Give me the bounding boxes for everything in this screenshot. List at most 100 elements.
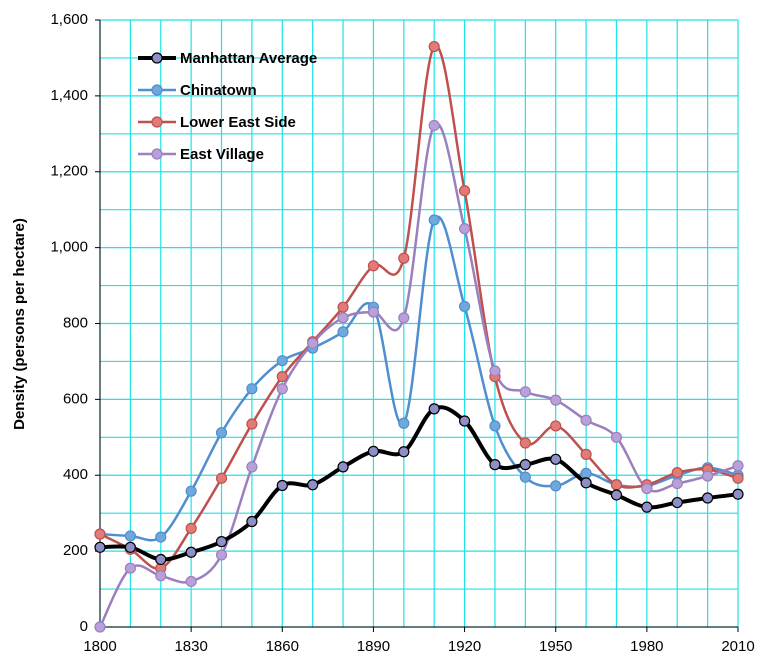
y-tick-label: 1,400	[50, 87, 88, 104]
data-point	[367, 260, 380, 272]
data-point	[307, 337, 319, 349]
data-point	[580, 414, 592, 426]
data-point	[489, 459, 501, 471]
data-point	[610, 479, 623, 491]
data-point	[337, 461, 349, 473]
data-point	[580, 448, 592, 460]
data-point	[428, 403, 440, 415]
data-point	[489, 420, 501, 432]
legend: Manhattan Average Chinatown Lower East Sid…	[138, 50, 317, 163]
data-point	[337, 301, 349, 313]
data-point	[307, 479, 319, 491]
data-point	[428, 119, 440, 132]
data-point	[94, 621, 106, 633]
data-point	[732, 460, 744, 472]
data-point	[702, 492, 714, 504]
data-point	[519, 437, 531, 449]
data-point	[124, 541, 136, 553]
data-point	[215, 472, 228, 484]
data-point	[398, 446, 410, 458]
x-tick-label: 1950	[539, 638, 572, 655]
x-tick-label: 1800	[83, 638, 116, 655]
data-point	[276, 479, 288, 492]
data-point	[185, 522, 197, 534]
legend-label: Chinatown	[180, 82, 257, 99]
data-point	[519, 386, 531, 398]
x-tick-label: 1860	[266, 638, 299, 655]
data-point	[610, 489, 623, 501]
data-point	[489, 365, 501, 377]
data-point	[155, 531, 167, 543]
data-point	[337, 312, 349, 324]
data-point	[702, 470, 714, 482]
data-point	[246, 515, 258, 528]
data-point	[550, 453, 562, 465]
x-tick-label: 1920	[448, 638, 481, 655]
data-point	[155, 570, 167, 582]
data-point	[458, 185, 471, 197]
data-point	[641, 482, 653, 495]
data-point	[671, 466, 683, 479]
data-point	[671, 477, 683, 490]
legend-label: Manhattan Average	[180, 50, 317, 67]
x-tick-label: 1890	[357, 638, 390, 655]
data-point	[550, 394, 562, 406]
legend-label: Lower East Side	[180, 114, 296, 131]
data-point	[519, 459, 531, 471]
data-point	[246, 383, 258, 395]
x-tick-label: 1830	[174, 638, 207, 655]
data-point	[94, 541, 106, 553]
y-tick-label: 0	[80, 618, 88, 635]
data-point	[185, 575, 197, 588]
data-point	[215, 536, 228, 548]
data-point	[246, 418, 258, 430]
data-point	[124, 530, 136, 542]
data-point	[458, 415, 471, 427]
data-point	[155, 553, 167, 566]
data-point	[185, 485, 197, 497]
legend-label: East Village	[180, 146, 264, 163]
data-point	[94, 528, 106, 540]
data-point	[246, 461, 258, 473]
y-axis-label: Density (persons per hectare)	[11, 218, 28, 430]
data-point	[337, 326, 349, 338]
data-point	[367, 445, 380, 457]
data-point	[610, 431, 623, 443]
data-point	[550, 480, 562, 492]
data-point	[398, 417, 410, 429]
data-point	[428, 40, 440, 53]
data-point	[550, 420, 562, 432]
y-tick-label: 200	[63, 542, 88, 559]
data-point	[580, 467, 592, 479]
data-point	[580, 477, 592, 489]
y-tick-label: 1,000	[50, 239, 88, 256]
series-line	[99, 405, 739, 562]
data-point	[458, 300, 471, 313]
data-point	[398, 312, 410, 324]
y-tick-label: 1,200	[50, 163, 88, 180]
x-tick-label: 1980	[630, 638, 663, 655]
data-point	[428, 214, 440, 226]
y-tick-label: 600	[63, 390, 88, 407]
legend-marker	[151, 84, 163, 96]
y-tick-label: 1,600	[50, 11, 88, 28]
legend-marker	[151, 52, 163, 64]
data-point	[185, 546, 197, 558]
legend-marker	[151, 148, 163, 160]
data-point	[732, 488, 744, 500]
data-point	[124, 562, 136, 574]
data-point	[276, 371, 288, 383]
data-point	[641, 501, 653, 513]
data-point	[458, 223, 471, 235]
legend-marker	[151, 116, 163, 128]
data-point	[367, 306, 380, 318]
data-point	[519, 471, 531, 483]
data-point	[732, 472, 744, 484]
y-tick-label: 800	[63, 314, 88, 331]
data-point	[671, 496, 683, 509]
data-point	[215, 549, 228, 561]
y-tick-label: 400	[63, 466, 88, 483]
data-point	[276, 355, 288, 367]
data-point	[276, 383, 288, 395]
